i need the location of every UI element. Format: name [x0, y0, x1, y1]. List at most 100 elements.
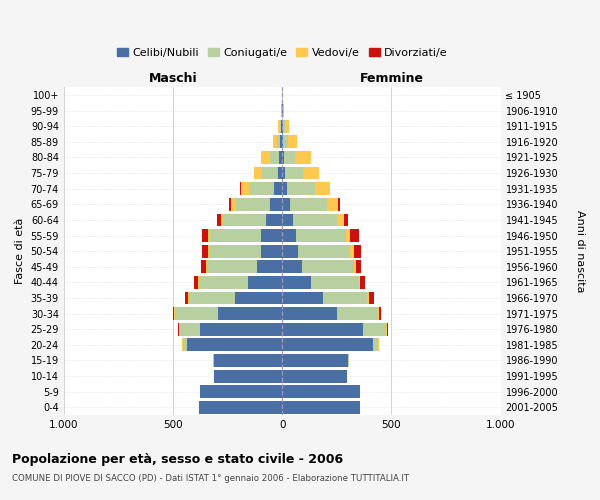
Bar [282, 136, 283, 148]
Bar [261, 151, 269, 164]
Bar [183, 338, 187, 351]
Bar [316, 182, 329, 195]
Bar [278, 166, 282, 179]
Bar [282, 401, 360, 413]
Bar [283, 136, 287, 148]
Bar [282, 166, 285, 179]
Bar [257, 260, 282, 273]
Y-axis label: Fasce di età: Fasce di età [15, 218, 25, 284]
Bar [278, 120, 280, 132]
Bar [182, 338, 183, 351]
Bar [284, 151, 295, 164]
Bar [287, 136, 297, 148]
Bar [214, 370, 282, 382]
Bar [377, 338, 379, 351]
Bar [311, 276, 359, 289]
Bar [369, 292, 374, 304]
Bar [329, 182, 331, 195]
Bar [282, 354, 348, 367]
Bar [282, 214, 293, 226]
Bar [280, 151, 282, 164]
Bar [274, 182, 282, 195]
Bar [229, 198, 231, 210]
Bar [359, 276, 361, 289]
Bar [218, 307, 282, 320]
Bar [282, 151, 284, 164]
Bar [323, 292, 367, 304]
Bar [248, 276, 282, 289]
Bar [282, 292, 323, 304]
Bar [344, 214, 349, 226]
Bar [210, 229, 262, 242]
Bar [262, 229, 282, 242]
Bar [269, 151, 280, 164]
Bar [363, 323, 386, 336]
Bar [241, 182, 249, 195]
Bar [290, 198, 327, 210]
Bar [202, 229, 208, 242]
Bar [206, 260, 207, 273]
Bar [188, 292, 190, 304]
Bar [285, 166, 304, 179]
Bar [282, 386, 360, 398]
Bar [295, 151, 311, 164]
Bar [350, 229, 359, 242]
Y-axis label: Anni di nascita: Anni di nascita [575, 210, 585, 292]
Bar [214, 354, 282, 367]
Bar [235, 292, 282, 304]
Text: Femmine: Femmine [359, 72, 424, 85]
Bar [284, 120, 289, 132]
Bar [281, 104, 282, 117]
Bar [200, 323, 282, 336]
Bar [282, 120, 283, 132]
Bar [282, 245, 298, 258]
Bar [207, 260, 257, 273]
Bar [199, 276, 248, 289]
Bar [194, 276, 199, 289]
Bar [272, 136, 277, 148]
Bar [173, 307, 175, 320]
Bar [353, 260, 356, 273]
Bar [209, 245, 262, 258]
Bar [217, 214, 221, 226]
Bar [282, 370, 347, 382]
Bar [208, 245, 209, 258]
Bar [296, 229, 346, 242]
Bar [283, 104, 284, 117]
Bar [277, 136, 280, 148]
Bar [202, 245, 208, 258]
Bar [201, 260, 206, 273]
Bar [200, 386, 282, 398]
Bar [327, 198, 338, 210]
Bar [346, 229, 350, 242]
Bar [185, 292, 188, 304]
Bar [378, 307, 379, 320]
Bar [281, 120, 282, 132]
Bar [282, 338, 373, 351]
Bar [282, 323, 363, 336]
Bar [262, 166, 278, 179]
Legend: Celibi/Nubili, Coniugati/e, Vedovi/e, Divorziati/e: Celibi/Nubili, Coniugati/e, Vedovi/e, Di… [112, 44, 452, 62]
Bar [179, 323, 200, 336]
Bar [280, 120, 281, 132]
Bar [221, 214, 223, 226]
Text: COMUNE DI PIOVE DI SACCO (PD) - Dati ISTAT 1° gennaio 2006 - Elaborazione TUTTIT: COMUNE DI PIOVE DI SACCO (PD) - Dati IST… [12, 474, 409, 483]
Text: Popolazione per età, sesso e stato civile - 2006: Popolazione per età, sesso e stato civil… [12, 452, 343, 466]
Bar [282, 276, 311, 289]
Bar [208, 229, 210, 242]
Bar [356, 260, 361, 273]
Bar [367, 292, 369, 304]
Bar [283, 120, 284, 132]
Bar [287, 182, 316, 195]
Bar [298, 245, 350, 258]
Bar [373, 338, 377, 351]
Bar [353, 245, 361, 258]
Text: Maschi: Maschi [149, 72, 197, 85]
Bar [190, 292, 235, 304]
Bar [350, 245, 353, 258]
Bar [254, 166, 262, 179]
Bar [386, 323, 387, 336]
Bar [175, 307, 218, 320]
Bar [337, 214, 344, 226]
Bar [249, 182, 274, 195]
